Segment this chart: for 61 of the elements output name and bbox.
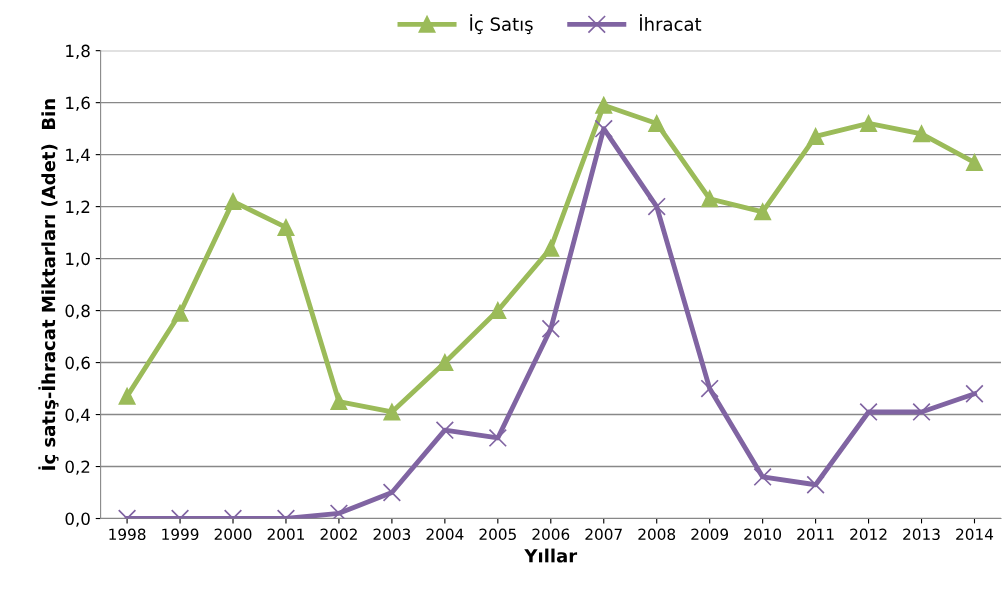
x-tick-label: 2012: [850, 528, 887, 541]
point: [807, 127, 825, 145]
point: [595, 96, 613, 114]
x-tick-label: 2014: [956, 528, 994, 541]
point: [700, 379, 719, 398]
point: [118, 387, 136, 405]
point: [753, 467, 772, 487]
point: [489, 302, 507, 320]
point: [488, 428, 507, 448]
point: [648, 114, 666, 132]
point: [382, 483, 402, 502]
y-tick-label: 0,2: [65, 460, 90, 475]
x-axis-title: Yıllar: [524, 548, 578, 563]
point: [754, 203, 772, 221]
point: [541, 319, 560, 338]
x-tick-label: 2011: [797, 528, 834, 541]
point: [224, 192, 242, 210]
point: [912, 402, 931, 422]
y-tick-label: 1,4: [66, 148, 90, 163]
point: [965, 384, 984, 403]
x-tick-label: 1998: [109, 528, 146, 541]
legend-label: İç Satış: [470, 14, 533, 35]
y-tick-label: 1,6: [66, 96, 90, 111]
y-tick-label: 1,2: [66, 200, 90, 215]
point: [330, 393, 348, 411]
x-tick-label: 2001: [267, 528, 304, 541]
x-tick-label: 2004: [426, 528, 464, 541]
legend-label: İhracat: [640, 14, 702, 31]
point: [701, 190, 719, 208]
x-tick-label: 2002: [320, 528, 357, 541]
point: [435, 420, 455, 440]
x-tick-label: 2013: [903, 528, 940, 541]
x-tick-label: 2005: [479, 528, 516, 541]
x-tick-label: 2007: [585, 528, 622, 541]
y-tick-label: 0,6: [65, 356, 90, 371]
point: [542, 239, 560, 257]
y-axis-title: İç satış-İhracat Miktarları (Adet) Bin: [38, 99, 59, 470]
x-tick-label: 2003: [373, 528, 411, 541]
point: [329, 504, 349, 519]
point: [594, 119, 613, 138]
point: [860, 114, 878, 132]
x-tick-label: 2009: [691, 528, 729, 541]
point: [436, 354, 454, 372]
point: [171, 304, 189, 322]
x-tick-label: 1999: [162, 528, 199, 541]
x-tick-label: 2008: [638, 528, 676, 541]
point: [277, 218, 295, 236]
y-tick-label: 0,4: [65, 408, 90, 423]
point: [966, 153, 983, 171]
y-tick-label: 1,8: [66, 44, 90, 59]
x-tick-label: 2006: [532, 528, 570, 541]
x-tick-label: 2000: [214, 528, 252, 541]
x-tick-label: 2010: [744, 528, 782, 541]
y-tick-label: 1,0: [66, 252, 90, 267]
point: [383, 403, 401, 421]
y-tick-label: 0,8: [65, 304, 90, 319]
point: [859, 402, 878, 422]
point: [913, 125, 930, 143]
point: [647, 197, 666, 216]
point: [806, 475, 825, 494]
y-tick-label: 0,0: [65, 512, 90, 527]
